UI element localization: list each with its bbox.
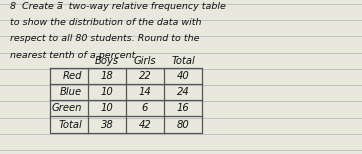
Text: 18: 18	[101, 71, 113, 81]
Text: 38: 38	[101, 120, 113, 130]
Text: 42: 42	[139, 120, 151, 130]
Text: respect to all 80 students. Round to the: respect to all 80 students. Round to the	[10, 34, 199, 43]
Text: Total: Total	[59, 120, 82, 130]
Text: 24: 24	[177, 87, 189, 97]
Text: Total: Total	[171, 56, 195, 66]
Text: Girls: Girls	[134, 56, 156, 66]
Text: 10: 10	[101, 103, 113, 113]
Text: to show the distribution of the data with: to show the distribution of the data wit…	[10, 18, 202, 27]
Text: Red: Red	[63, 71, 82, 81]
Text: 8  Create a̅  two-way relative frequency table: 8 Create a̅ two-way relative frequency t…	[10, 2, 226, 11]
Text: 10: 10	[101, 87, 113, 97]
Text: 80: 80	[177, 120, 189, 130]
Text: 6: 6	[142, 103, 148, 113]
Text: Blue: Blue	[60, 87, 82, 97]
Text: 14: 14	[139, 87, 151, 97]
Text: 22: 22	[139, 71, 151, 81]
Text: 16: 16	[177, 103, 189, 113]
Text: nearest tenth of a percent.: nearest tenth of a percent.	[10, 51, 138, 60]
Text: Green: Green	[52, 103, 82, 113]
Text: 40: 40	[177, 71, 189, 81]
Text: Boys: Boys	[95, 56, 119, 66]
